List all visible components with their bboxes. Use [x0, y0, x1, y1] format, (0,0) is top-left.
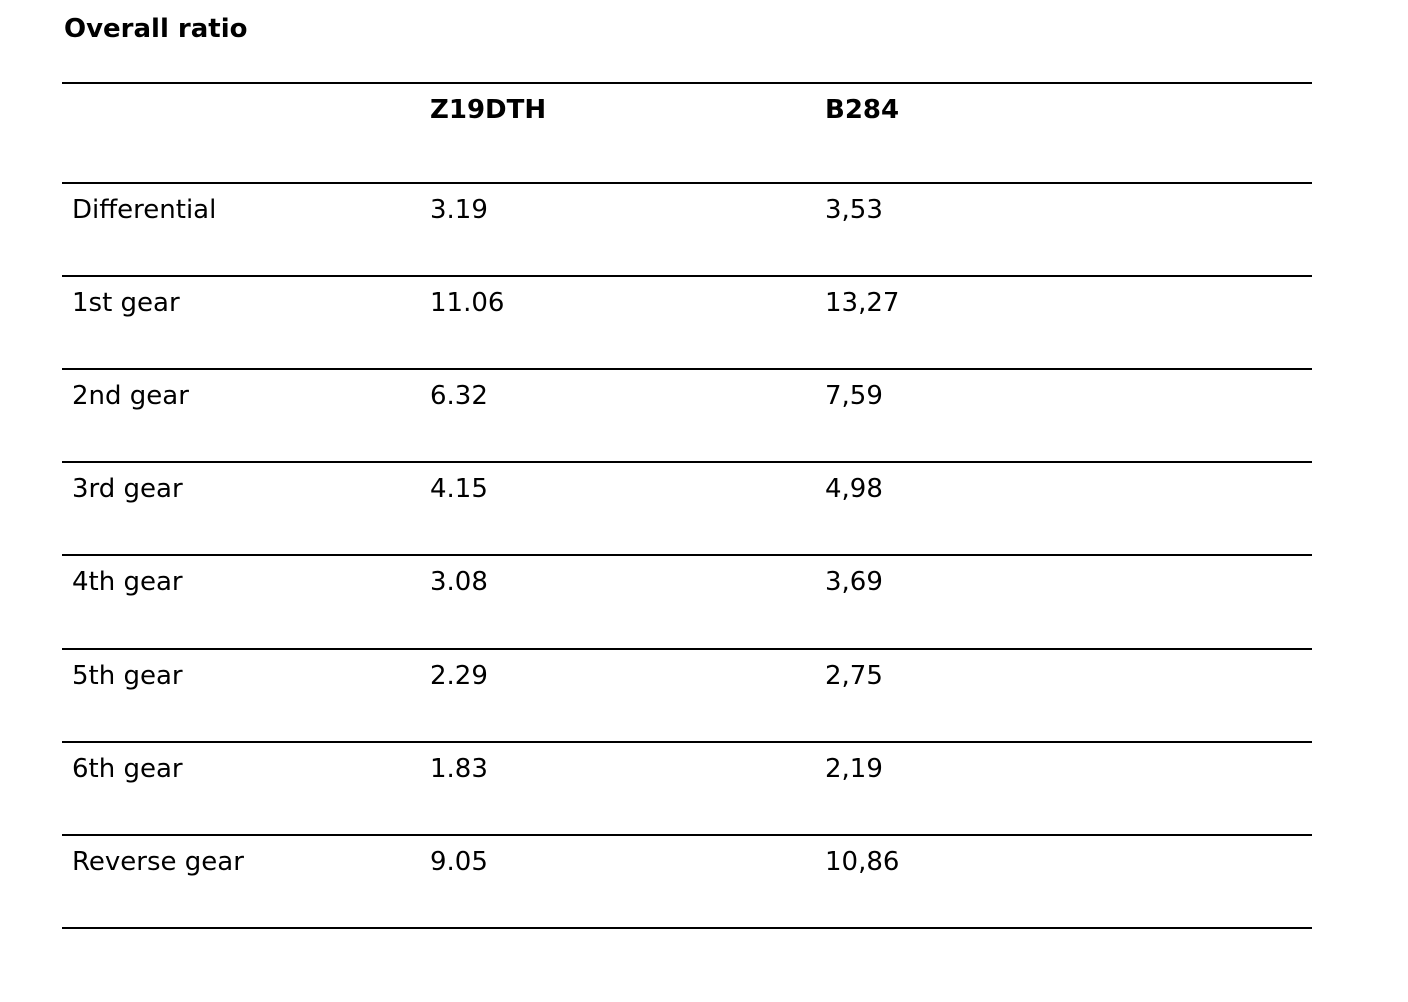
table-cell: 4,98 [825, 474, 883, 505]
table-rule [62, 461, 1312, 463]
table-rule [62, 275, 1312, 277]
table-rule [62, 82, 1312, 84]
row-label: 5th gear [72, 660, 183, 691]
table-rule [62, 182, 1312, 184]
table-rule [62, 648, 1312, 650]
row-label: 1st gear [72, 288, 180, 319]
table-cell: 7,59 [825, 381, 883, 412]
row-label: Reverse gear [72, 846, 244, 877]
table-rule [62, 368, 1312, 370]
table-cell: 6.32 [430, 381, 488, 412]
row-label: Differential [72, 195, 217, 225]
table-cell: 2.29 [430, 660, 488, 691]
table-cell: 13,27 [825, 288, 900, 319]
table-cell: 3.19 [430, 195, 488, 225]
table-cell: 1.83 [430, 753, 488, 784]
table-cell: 3,53 [825, 195, 883, 225]
table-cell: 10,86 [825, 846, 900, 877]
row-label: 3rd gear [72, 474, 183, 505]
table-cell: 11.06 [430, 288, 505, 319]
table-rule [62, 927, 1312, 929]
table-cell: 2,75 [825, 660, 883, 691]
row-label: 2nd gear [72, 381, 189, 412]
page-title: Overall ratio [64, 14, 248, 44]
table-cell: 2,19 [825, 753, 883, 784]
table-cell: 9.05 [430, 846, 488, 877]
table-rule [62, 741, 1312, 743]
row-label: 4th gear [72, 567, 183, 598]
table-rule [62, 554, 1312, 556]
table-cell: 3,69 [825, 567, 883, 598]
table-rule [62, 834, 1312, 836]
column-header: Z19DTH [430, 95, 547, 125]
row-label: 6th gear [72, 753, 183, 784]
table-cell: 4.15 [430, 474, 488, 505]
table-cell: 3.08 [430, 567, 488, 598]
column-header: B284 [825, 95, 900, 125]
